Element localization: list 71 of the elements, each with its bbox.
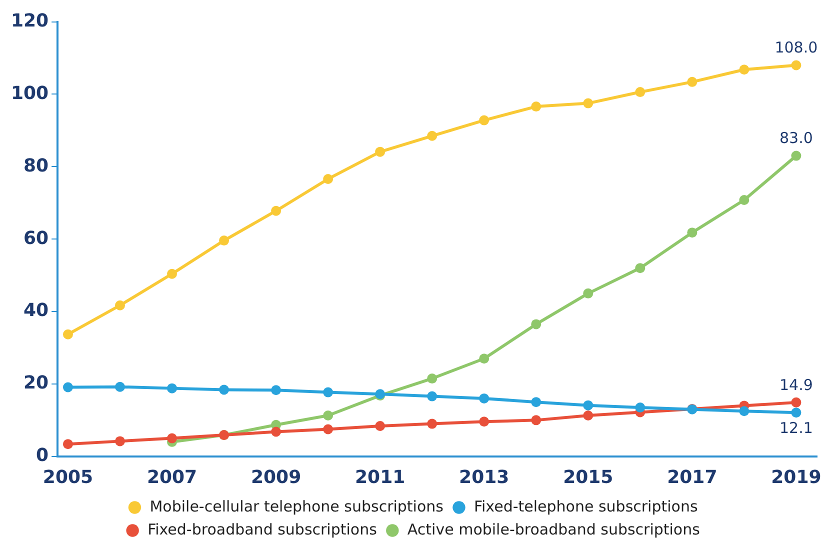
- y-tick-label: 80: [24, 155, 49, 176]
- point: [583, 288, 594, 298]
- legend-label: Fixed-telephone subscriptions: [474, 497, 698, 516]
- point: [114, 300, 125, 310]
- x-tick-label: 2009: [250, 466, 302, 488]
- point: [323, 387, 334, 398]
- point: [62, 382, 73, 392]
- legend-label: Mobile-cellular telephone subscriptions: [150, 497, 444, 516]
- y-tick-label: 40: [24, 300, 49, 322]
- point: [479, 416, 490, 427]
- y-tick-label: 20: [24, 372, 49, 394]
- point: [687, 228, 698, 238]
- y-tick-label: 0: [36, 445, 49, 466]
- x-tick-label: 2005: [42, 466, 94, 488]
- point: [531, 397, 542, 408]
- x-tick-label: 2017: [667, 466, 718, 488]
- point: [531, 102, 542, 112]
- point: [271, 206, 282, 216]
- data-label: 12.1: [779, 418, 813, 437]
- point: [323, 410, 334, 420]
- y-tick-label: 100: [10, 82, 49, 104]
- point: [479, 354, 490, 364]
- point: [167, 433, 178, 444]
- point: [791, 408, 802, 418]
- point: [479, 393, 490, 404]
- point: [62, 329, 73, 340]
- point: [167, 383, 178, 394]
- point: [739, 406, 750, 416]
- data-label: 14.9: [779, 376, 813, 394]
- point: [635, 263, 646, 274]
- point: [62, 439, 73, 450]
- point: [271, 426, 282, 437]
- data-label: 83.0: [779, 129, 813, 148]
- point: [635, 87, 646, 98]
- point: [583, 98, 594, 108]
- x-tick-label: 2011: [355, 466, 406, 488]
- x-tick-label: 2019: [771, 466, 822, 488]
- point: [531, 319, 542, 330]
- point: [531, 415, 542, 426]
- point: [375, 420, 386, 431]
- point: [583, 410, 594, 420]
- point: [323, 424, 334, 434]
- point: [167, 268, 178, 279]
- point: [114, 382, 125, 392]
- x-tick-label: 2013: [459, 466, 510, 488]
- point: [427, 130, 438, 141]
- y-tick-label: 120: [10, 10, 49, 32]
- point: [219, 384, 230, 395]
- point: [739, 194, 750, 205]
- point: [427, 418, 438, 429]
- point: [219, 236, 230, 246]
- point: [635, 402, 646, 413]
- legend-label: Active mobile-broadband subscriptions: [407, 520, 700, 538]
- point: [687, 76, 698, 87]
- point: [739, 64, 750, 75]
- point: [271, 385, 282, 396]
- point: [114, 436, 125, 446]
- x-tick-label: 2007: [146, 466, 198, 488]
- legend-label: Fixed-broadband subscriptions: [148, 520, 378, 538]
- point: [375, 146, 386, 157]
- point: [583, 400, 594, 410]
- point: [791, 150, 802, 161]
- point: [479, 115, 490, 126]
- y-tick-label: 60: [24, 228, 49, 249]
- point: [427, 391, 438, 402]
- x-tick-label: 2015: [563, 466, 614, 488]
- point: [791, 397, 802, 408]
- data-label: 108.0: [774, 38, 818, 57]
- point: [791, 60, 802, 70]
- point: [427, 374, 438, 384]
- point: [323, 174, 334, 184]
